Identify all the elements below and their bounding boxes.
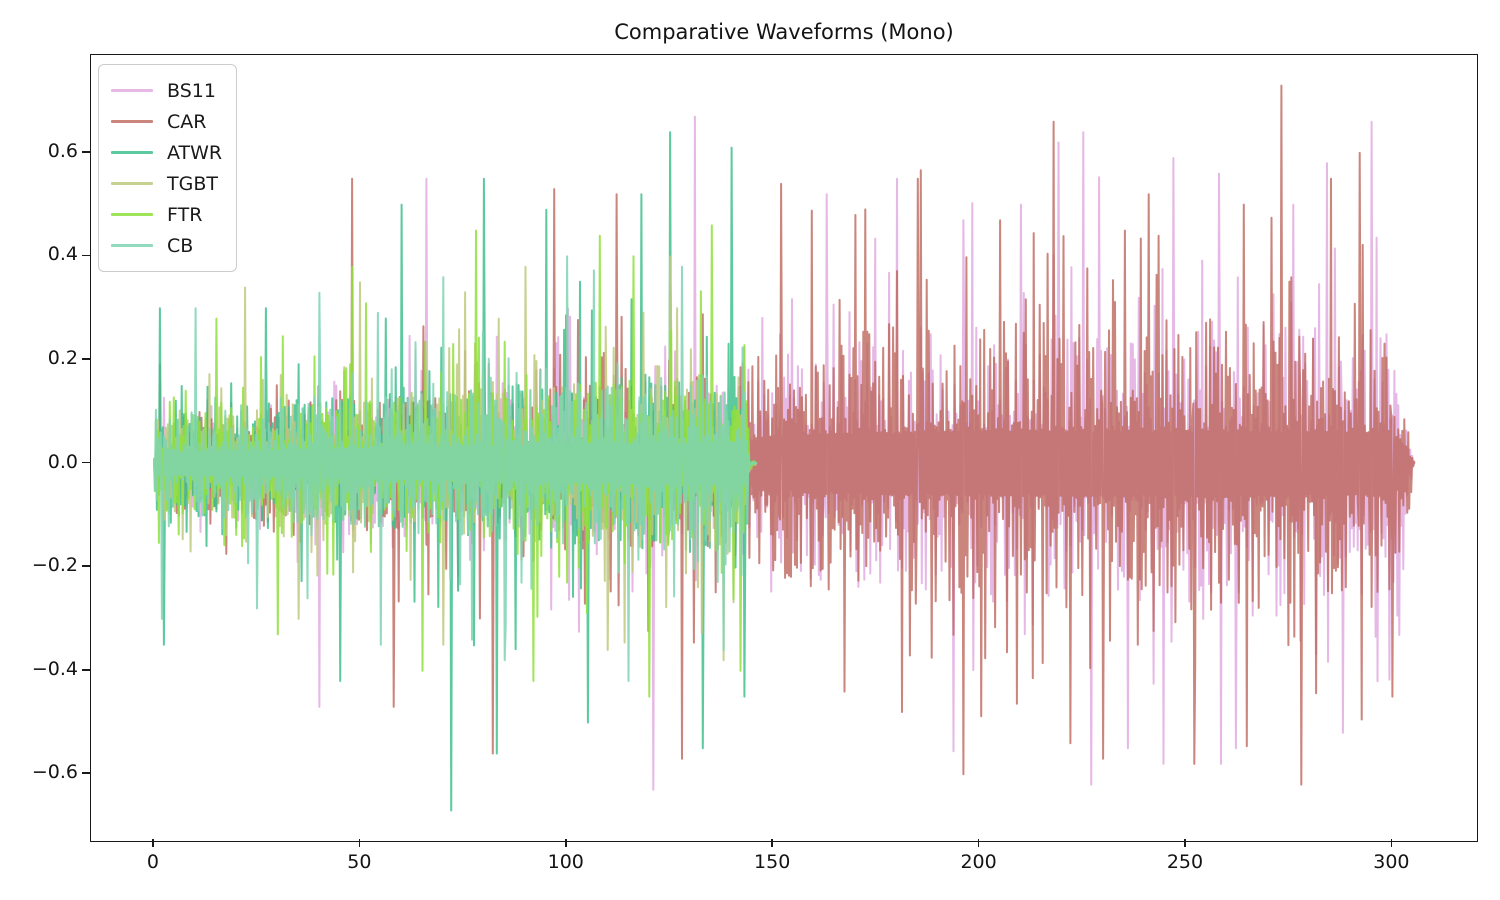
x-tick-label: 150 <box>754 851 791 873</box>
legend-label-BS11: BS11 <box>167 79 216 102</box>
x-tick-label: 300 <box>1373 851 1410 873</box>
legend-swatch-ATWR <box>111 150 153 155</box>
legend-item-CAR: CAR <box>111 106 222 137</box>
y-tick-label: −0.6 <box>31 761 78 784</box>
x-tick-mark <box>152 839 154 847</box>
legend-item-TGBT: TGBT <box>111 168 222 199</box>
plot-area <box>90 54 1478 842</box>
y-tick-mark <box>82 772 90 775</box>
legend-swatch-CB <box>111 243 153 248</box>
x-tick-mark <box>1184 839 1186 847</box>
x-tick-label: 100 <box>547 851 584 873</box>
y-tick-mark <box>82 358 90 360</box>
y-tick-mark <box>82 151 90 153</box>
y-tick-mark <box>82 254 90 257</box>
legend-item-BS11: BS11 <box>111 75 222 106</box>
x-tick-label: 250 <box>1166 851 1204 873</box>
legend-item-CB: CB <box>111 230 222 261</box>
y-tick-label: 0.4 <box>47 243 78 266</box>
waveforms-canvas <box>153 84 1416 812</box>
waveform-CB <box>153 255 758 682</box>
legend-label-FTR: FTR <box>167 203 203 226</box>
legend-label-TGBT: TGBT <box>167 172 218 195</box>
y-tick-label: 0.6 <box>47 139 78 162</box>
y-tick-label: 0.0 <box>47 450 78 473</box>
y-tick-label: −0.4 <box>31 657 78 680</box>
legend-label-CB: CB <box>167 234 194 257</box>
y-tick-label: −0.2 <box>31 554 78 577</box>
legend-label-ATWR: ATWR <box>167 141 223 164</box>
x-tick-mark <box>1390 839 1393 847</box>
y-tick-label: 0.2 <box>47 346 78 369</box>
legend-swatch-BS11 <box>111 88 153 93</box>
legend-label-CAR: CAR <box>167 110 207 133</box>
x-tick-mark <box>564 839 567 847</box>
y-tick-mark <box>82 461 90 464</box>
x-tick-label: 200 <box>960 851 997 873</box>
x-tick-label: 0 <box>146 851 159 873</box>
chart-title: Comparative Waveforms (Mono) <box>614 20 954 44</box>
y-tick-mark <box>82 565 90 567</box>
x-tick-label: 50 <box>347 851 372 873</box>
legend: BS11 CAR ATWR TGBT FTR CB <box>98 64 238 272</box>
legend-swatch-CAR <box>111 119 153 124</box>
legend-swatch-TGBT <box>111 181 153 186</box>
x-tick-mark <box>771 839 774 847</box>
legend-swatch-FTR <box>111 212 153 217</box>
x-tick-mark <box>358 839 361 847</box>
legend-item-FTR: FTR <box>111 199 222 230</box>
y-tick-mark <box>82 668 90 671</box>
legend-item-ATWR: ATWR <box>111 137 222 168</box>
x-tick-mark <box>977 839 980 847</box>
